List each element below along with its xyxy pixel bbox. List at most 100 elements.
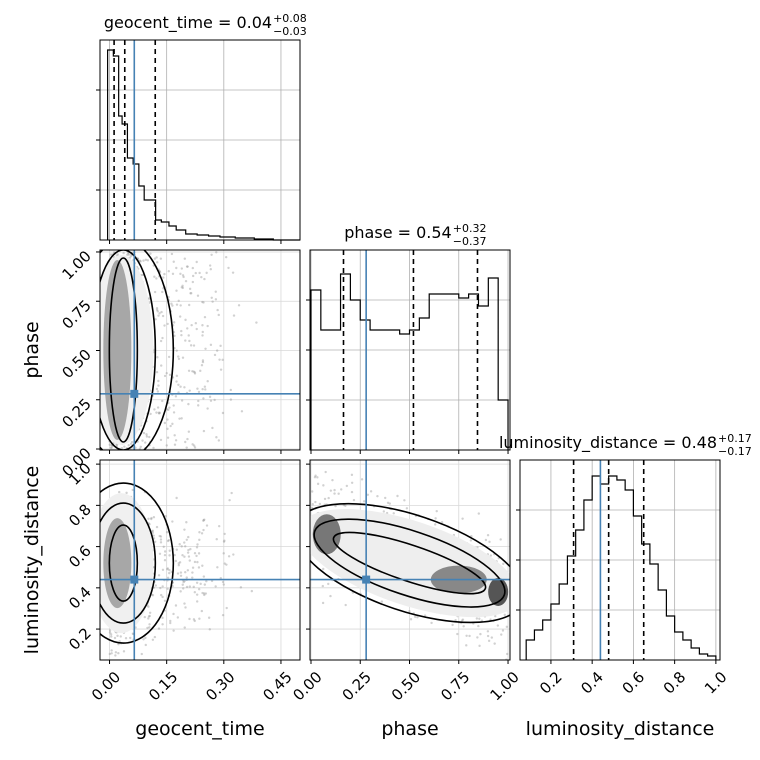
sample-point xyxy=(202,592,206,595)
sample-point xyxy=(158,411,162,415)
sample-point xyxy=(183,602,186,605)
y-tick-label: 0.50 xyxy=(58,346,94,382)
sample-point xyxy=(169,621,172,625)
sample-point xyxy=(148,611,152,614)
sample-point xyxy=(489,554,493,557)
sample-point xyxy=(187,334,190,337)
sample-point xyxy=(465,644,468,647)
sample-point xyxy=(175,548,179,551)
sample-point xyxy=(209,343,213,347)
sample-point xyxy=(148,614,151,618)
sample-point xyxy=(174,604,178,607)
sample-point xyxy=(150,516,153,520)
sample-point xyxy=(145,433,148,436)
sample-point xyxy=(168,406,171,409)
sample-point xyxy=(118,490,121,494)
x-tick-label: 0.25 xyxy=(339,668,375,704)
sample-point xyxy=(177,562,180,565)
title-upper-error: +0.32 xyxy=(453,222,487,235)
sample-point xyxy=(340,488,343,491)
sample-point xyxy=(114,651,118,654)
sample-point xyxy=(208,264,212,267)
sample-point xyxy=(109,446,112,449)
sample-point xyxy=(327,582,330,586)
sample-point xyxy=(144,258,148,261)
sample-point xyxy=(161,399,164,403)
sample-point xyxy=(197,566,201,569)
hist-step-geocent_time xyxy=(107,49,300,241)
sample-point xyxy=(477,624,480,628)
sample-point xyxy=(181,583,184,586)
sample-point xyxy=(225,606,228,610)
sample-point xyxy=(181,284,184,288)
sample-point xyxy=(125,491,128,495)
sample-point xyxy=(187,548,190,552)
sample-point xyxy=(157,574,161,577)
sample-point xyxy=(171,272,175,276)
sample-point xyxy=(154,584,158,587)
sample-point xyxy=(153,408,156,411)
sample-point xyxy=(168,549,171,552)
sample-point xyxy=(197,390,201,394)
contour-line xyxy=(100,250,157,450)
sample-point xyxy=(488,540,491,544)
sample-point xyxy=(180,267,184,270)
sample-point xyxy=(166,427,169,431)
sample-point xyxy=(153,275,156,278)
sample-point xyxy=(430,621,433,625)
sample-point xyxy=(194,322,198,325)
sample-point xyxy=(172,411,176,414)
sample-point xyxy=(123,445,126,448)
sample-point xyxy=(166,322,169,326)
sample-point xyxy=(409,618,413,621)
sample-point xyxy=(460,619,464,622)
sample-point xyxy=(144,643,147,647)
sample-point xyxy=(311,503,314,506)
sample-point xyxy=(201,591,204,595)
y-axis-label-phase: phase xyxy=(21,321,43,378)
sample-point xyxy=(167,355,171,359)
sample-point xyxy=(188,339,191,343)
truth-marker xyxy=(130,575,139,584)
sample-point xyxy=(175,303,179,306)
sample-point xyxy=(224,255,228,259)
sample-point xyxy=(127,253,131,256)
sample-point xyxy=(130,440,134,444)
sample-point xyxy=(179,571,183,574)
hist-step-phase xyxy=(310,273,509,450)
sample-point xyxy=(182,587,185,590)
sample-point xyxy=(222,552,225,555)
sample-point xyxy=(192,344,196,347)
sample-point xyxy=(161,290,164,294)
sample-point xyxy=(184,545,187,548)
sample-point xyxy=(126,253,129,256)
sample-point xyxy=(222,540,226,543)
sample-point xyxy=(231,271,235,274)
x-axis-label-luminosity_distance: luminosity_distance xyxy=(526,718,715,740)
y-axis-label-luminosity_distance: luminosity_distance xyxy=(21,466,43,655)
sample-point xyxy=(183,386,186,389)
sample-point xyxy=(210,253,213,256)
sample-point xyxy=(208,395,212,399)
sample-point xyxy=(180,417,183,420)
sample-point xyxy=(116,634,119,638)
density-layer xyxy=(100,250,300,450)
sample-point xyxy=(179,385,182,388)
sample-point xyxy=(500,633,503,636)
sample-point xyxy=(141,439,144,442)
sample-point xyxy=(215,436,218,439)
sample-point xyxy=(151,531,155,534)
sample-point xyxy=(127,667,129,669)
y-tick-label: 1.00 xyxy=(58,247,94,283)
sample-point xyxy=(334,504,337,508)
sample-point xyxy=(178,561,182,564)
sample-point xyxy=(221,411,225,415)
sample-point xyxy=(323,497,327,501)
sample-point xyxy=(170,302,173,305)
x-axis-label-phase: phase xyxy=(381,718,438,740)
sample-point xyxy=(204,347,207,350)
sample-point xyxy=(216,308,219,312)
sample-point xyxy=(160,364,163,367)
sample-point xyxy=(163,559,167,562)
sample-point xyxy=(376,494,379,498)
